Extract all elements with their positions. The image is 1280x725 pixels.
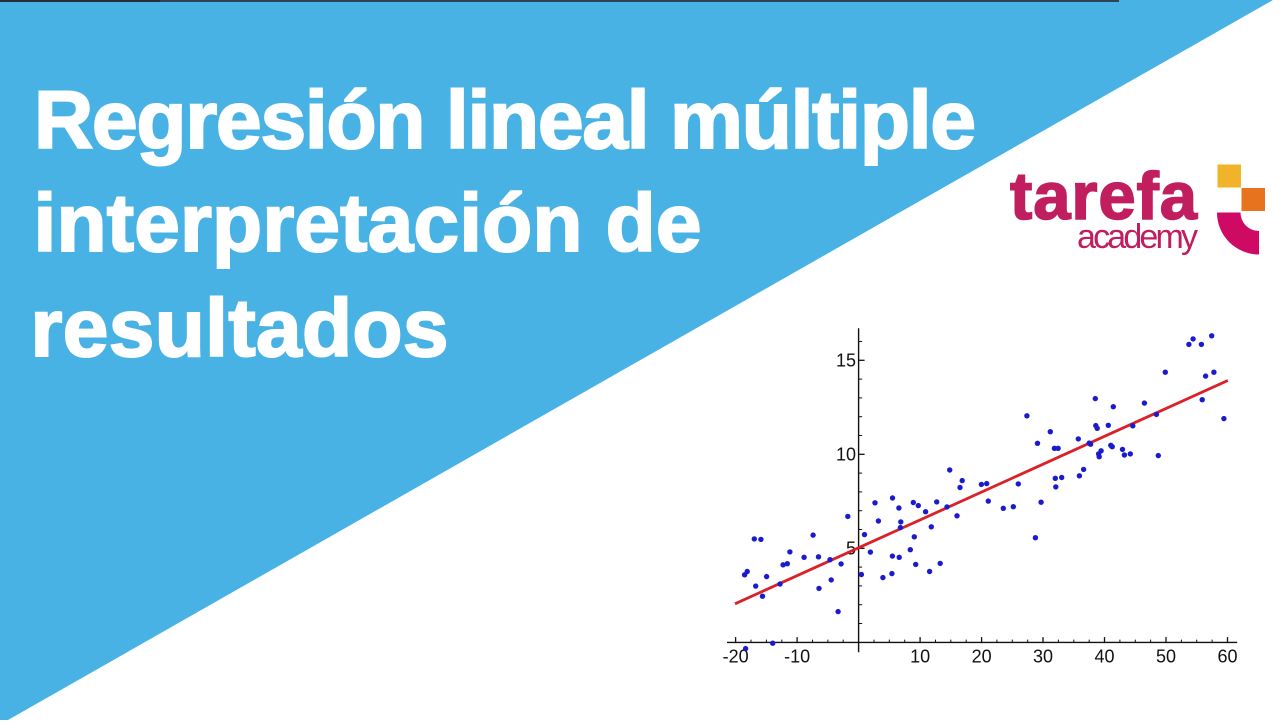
svg-text:10: 10 bbox=[836, 445, 856, 465]
svg-text:-20: -20 bbox=[723, 646, 749, 666]
svg-text:15: 15 bbox=[836, 351, 856, 371]
svg-text:academy: academy bbox=[1077, 218, 1198, 256]
svg-text:50: 50 bbox=[1156, 646, 1176, 666]
svg-text:resultados: resultados bbox=[31, 283, 449, 374]
svg-text:60: 60 bbox=[1217, 646, 1237, 666]
svg-text:20: 20 bbox=[972, 646, 992, 666]
svg-text:Regresión lineal múltiple: Regresión lineal múltiple bbox=[34, 75, 976, 166]
svg-text:30: 30 bbox=[1033, 646, 1053, 666]
svg-text:-10: -10 bbox=[784, 646, 810, 666]
svg-text:tarefa: tarefa bbox=[1010, 159, 1198, 234]
svg-text:40: 40 bbox=[1094, 646, 1114, 666]
svg-text:5: 5 bbox=[846, 539, 856, 559]
svg-text:10: 10 bbox=[910, 646, 930, 666]
svg-text:interpretación de: interpretación de bbox=[34, 178, 702, 269]
